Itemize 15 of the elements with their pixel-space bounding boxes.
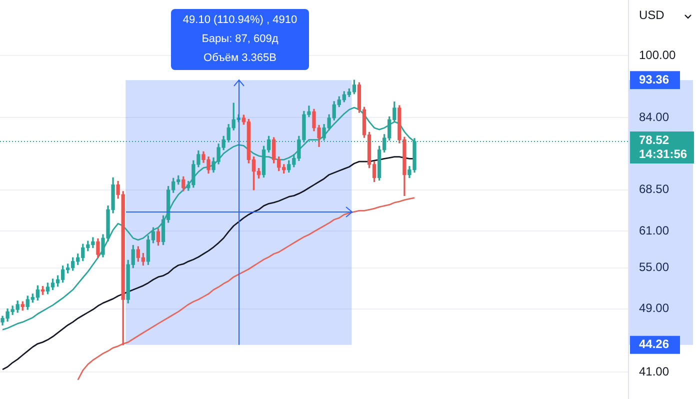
y-tick-label: 61.00: [639, 223, 670, 238]
y-axis-title: USD: [639, 8, 664, 22]
annotation: Объём 3.365B: [202, 51, 278, 66]
y-tick-label: 100.00: [639, 48, 676, 62]
ref-line-label: 78.52: [639, 132, 670, 147]
text: 44.26: [639, 337, 670, 352]
text: 93.36: [639, 72, 670, 86]
annotation: Бары: 87, 609д: [200, 32, 280, 47]
y-tick-label: 49.00: [639, 301, 670, 316]
annotation: 49.10 (110.94%) , 4910: [182, 13, 298, 28]
y-tick-label: 41.00: [639, 364, 670, 378]
text: 14:31:56: [639, 146, 688, 161]
y-tick-label: 55.00: [639, 260, 670, 274]
y-tick-label: 68.50: [639, 182, 670, 196]
y-tick-label: 84.00: [639, 110, 670, 124]
